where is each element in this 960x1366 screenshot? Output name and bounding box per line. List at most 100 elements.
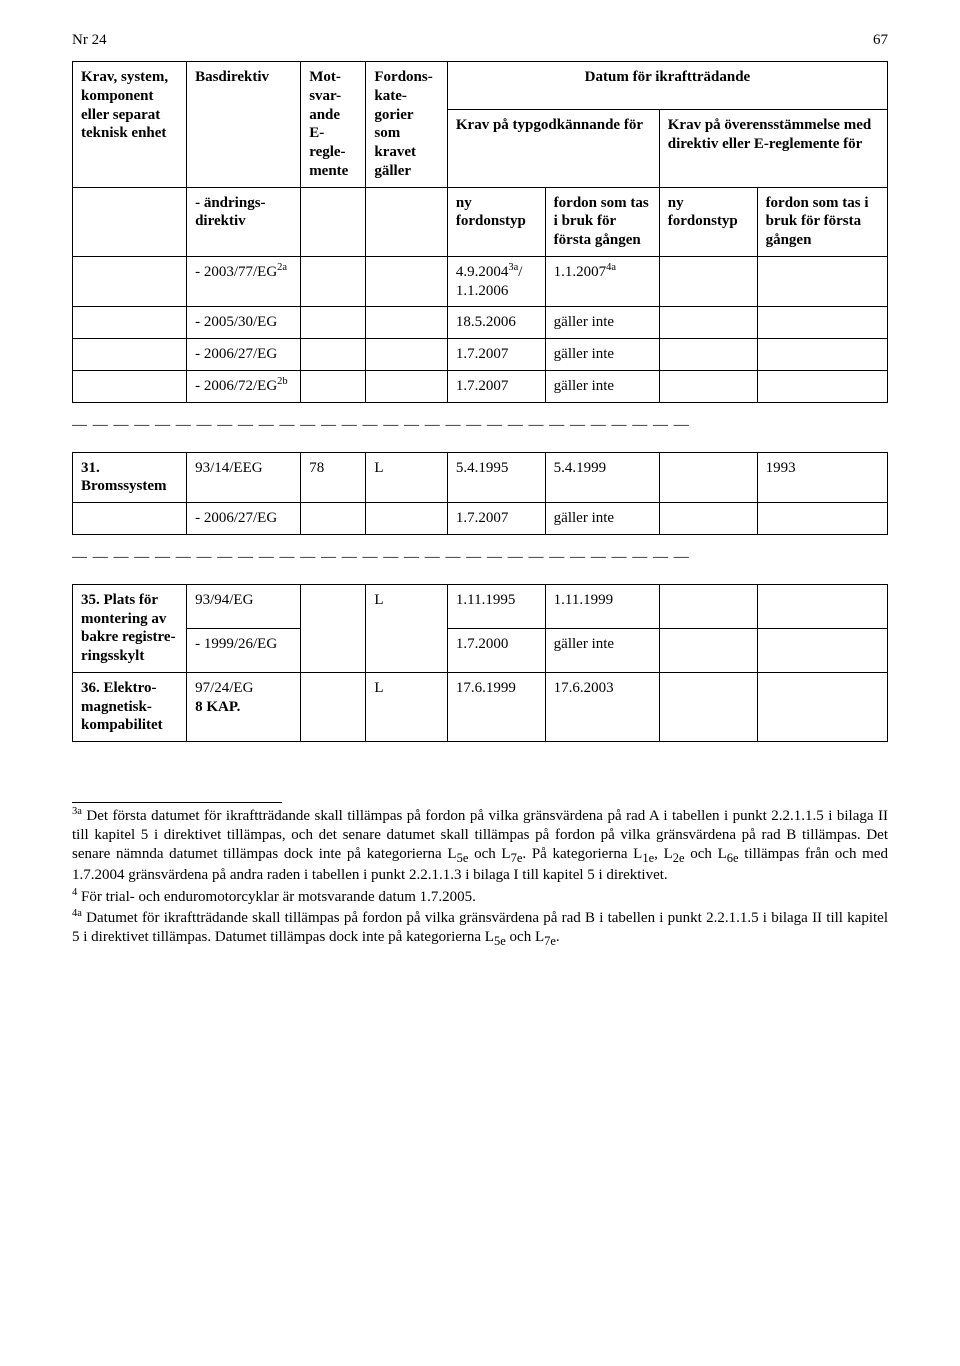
- cell-date: 1.7.2000: [447, 628, 545, 672]
- cell-title: 36. Elektro-magnetisk-kompabilitet: [73, 672, 187, 741]
- cell: gäller inte: [545, 628, 659, 672]
- cell: gäller inte: [545, 307, 659, 339]
- cell: [659, 672, 757, 741]
- cell: 5.4.1999: [545, 452, 659, 503]
- cell: 1993: [757, 452, 887, 503]
- table-header-row: Krav, system, komponent eller separat te…: [73, 62, 888, 110]
- cell-sup: 2b: [277, 376, 288, 387]
- cell: 1.11.1999: [545, 584, 659, 628]
- cell-sup: 2a: [277, 262, 287, 273]
- cell: [757, 256, 887, 307]
- cell: [301, 256, 366, 307]
- cell: [659, 628, 757, 672]
- cell-text: - 2003/77/EG: [195, 264, 277, 280]
- footnotes: 3a Det första datumet för ikraftträdande…: [72, 807, 888, 949]
- table-row: - 2006/72/EG2b 1.7.2007 gäller inte: [73, 370, 888, 402]
- cell: [757, 307, 887, 339]
- cell: 17.6.1999: [447, 672, 545, 741]
- cell: [366, 339, 448, 371]
- cell-text: 4.9.2004: [456, 264, 509, 280]
- cell: [73, 370, 187, 402]
- cell: [757, 339, 887, 371]
- cell: L: [366, 452, 448, 503]
- cell-directive: - 2003/77/EG2a: [187, 256, 301, 307]
- footnote-text: .: [556, 929, 560, 945]
- cell-title: 31. Bromssystem: [73, 452, 187, 503]
- cell-bold: 31. Bromssystem: [81, 460, 167, 495]
- cell: [659, 503, 757, 535]
- table-row: - 1999/26/EG 1.7.2000 gäller inte: [73, 628, 888, 672]
- table-row: 31. Bromssystem 93/14/EEG 78 L 5.4.1995 …: [73, 452, 888, 503]
- cell: 93/14/EEG: [187, 452, 301, 503]
- footnote-sub: 5e: [494, 934, 506, 948]
- cell-text: 97/24/EG: [195, 680, 253, 696]
- th-blank2: [301, 187, 366, 256]
- cell-directive: - 1999/26/EG: [187, 628, 301, 672]
- footnote-sup: 4a: [72, 908, 82, 919]
- footnote-3a: 3a Det första datumet för ikraftträdande…: [72, 807, 888, 886]
- cell: [757, 584, 887, 628]
- cell-directive: - 2006/72/EG2b: [187, 370, 301, 402]
- table-row: 36. Elektro-magnetisk-kompabilitet 97/24…: [73, 672, 888, 741]
- cell-directive: - 2006/27/EG: [187, 339, 301, 371]
- table-row: - 2006/27/EG 1.7.2007 gäller inte: [73, 339, 888, 371]
- footnote-4: 4 För trial- och enduromotorcyklar är mo…: [72, 888, 888, 907]
- cell: 1.11.1995: [447, 584, 545, 628]
- cell: [301, 307, 366, 339]
- cell-directive: - 2006/27/EG: [187, 503, 301, 535]
- table-row: 35. Plats för montering av bakre registr…: [73, 584, 888, 628]
- table-subheader-row: - ändrings-direktiv ny fordonstyp fordon…: [73, 187, 888, 256]
- cell-date: 1.7.2007: [447, 339, 545, 371]
- table-row: - 2006/27/EG 1.7.2007 gäller inte: [73, 503, 888, 535]
- th-c4: Fordons-kate-gorier som kravet gäller: [366, 62, 448, 188]
- header-left: Nr 24: [72, 32, 107, 49]
- cell: [757, 503, 887, 535]
- cell: [366, 370, 448, 402]
- page-header: Nr 24 67: [72, 32, 888, 49]
- cell: [366, 307, 448, 339]
- cell: [301, 339, 366, 371]
- th-c1: Krav, system, komponent eller separat te…: [73, 62, 187, 188]
- footnote-text: , L: [654, 846, 673, 862]
- cell-sup: 3a: [508, 262, 518, 273]
- footnote-4a: 4a Datumet för ikraftträdande skall till…: [72, 909, 888, 949]
- table-row: - 2003/77/EG2a 4.9.20043a/ 1.1.2006 1.1.…: [73, 256, 888, 307]
- th-c3: Mot-svar-ande E-regle-mente: [301, 62, 366, 188]
- cell-sup: 4a: [606, 262, 616, 273]
- th-c5: Krav på typgodkännande för: [447, 110, 659, 187]
- footnote-sub: 5e: [457, 851, 469, 865]
- table-section-31: 31. Bromssystem 93/14/EEG 78 L 5.4.1995 …: [72, 452, 888, 535]
- cell-date: 4.9.20043a/ 1.1.2006: [447, 256, 545, 307]
- th-blank: [73, 187, 187, 256]
- th-c2b: - ändrings-direktiv: [187, 187, 301, 256]
- footnote-sub: 1e: [642, 851, 654, 865]
- cell: gäller inte: [545, 503, 659, 535]
- cell: [301, 370, 366, 402]
- table-section-35-36: 35. Plats för montering av bakre registr…: [72, 584, 888, 742]
- page: Nr 24 67 Krav, system, komponent eller s…: [0, 0, 960, 991]
- footnote-sub: 2e: [673, 851, 685, 865]
- th-c5a: ny fordonstyp: [447, 187, 545, 256]
- cell: [659, 256, 757, 307]
- th-c56-top: Datum för ikraftträdande: [447, 62, 887, 110]
- cell: [659, 339, 757, 371]
- cell: [301, 503, 366, 535]
- cell: [73, 307, 187, 339]
- cell: [659, 584, 757, 628]
- cell: [73, 339, 187, 371]
- th-c5b: fordon som tas i bruk för första gången: [545, 187, 659, 256]
- table-row: - 2005/30/EG 18.5.2006 gäller inte: [73, 307, 888, 339]
- cell-bold: 36. Elektro-magnetisk-kompabilitet: [81, 680, 163, 734]
- cell-date: 1.1.20074a: [545, 256, 659, 307]
- section-separator: — — — — — — — — — — — — — — — — — — — — …: [72, 417, 888, 434]
- cell-date: 18.5.2006: [447, 307, 545, 339]
- footnote-text: och L: [506, 929, 544, 945]
- cell: 17.6.2003: [545, 672, 659, 741]
- cell: [659, 370, 757, 402]
- cell: [757, 672, 887, 741]
- cell: [73, 256, 187, 307]
- cell-date: 1.7.2007: [447, 370, 545, 402]
- cell: 5.4.1995: [447, 452, 545, 503]
- cell: 97/24/EG 8 KAP.: [187, 672, 301, 741]
- cell: gäller inte: [545, 370, 659, 402]
